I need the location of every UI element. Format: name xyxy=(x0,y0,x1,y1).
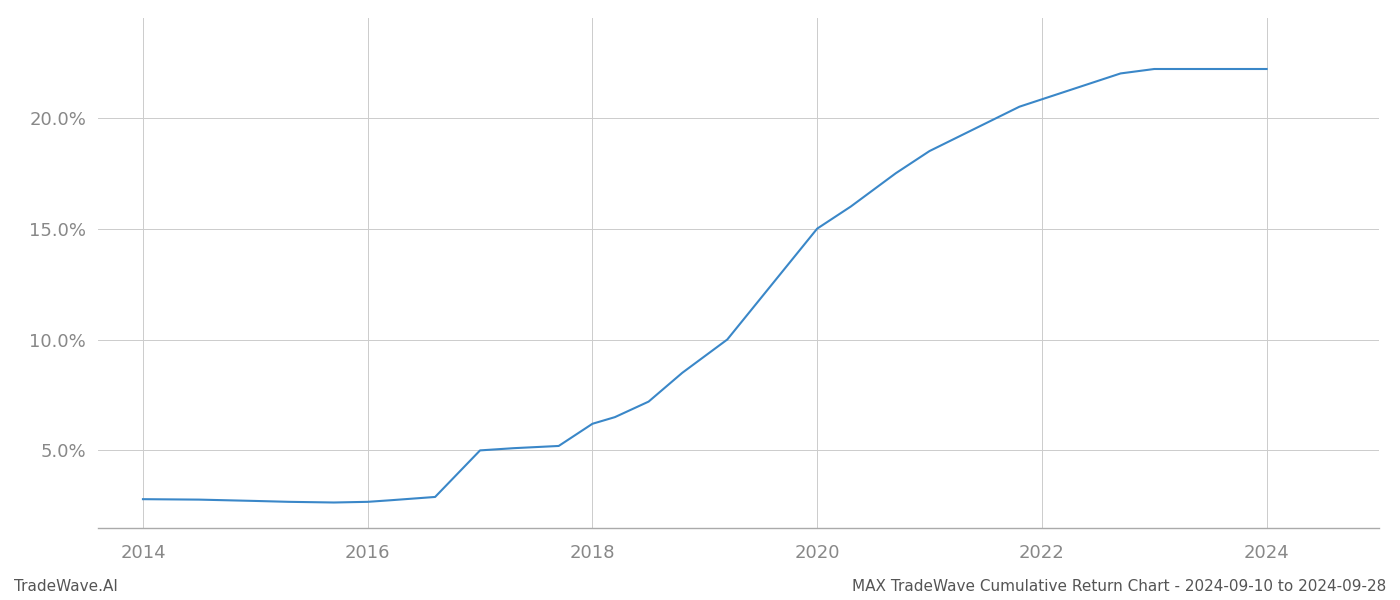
Text: MAX TradeWave Cumulative Return Chart - 2024-09-10 to 2024-09-28: MAX TradeWave Cumulative Return Chart - … xyxy=(851,579,1386,594)
Text: TradeWave.AI: TradeWave.AI xyxy=(14,579,118,594)
